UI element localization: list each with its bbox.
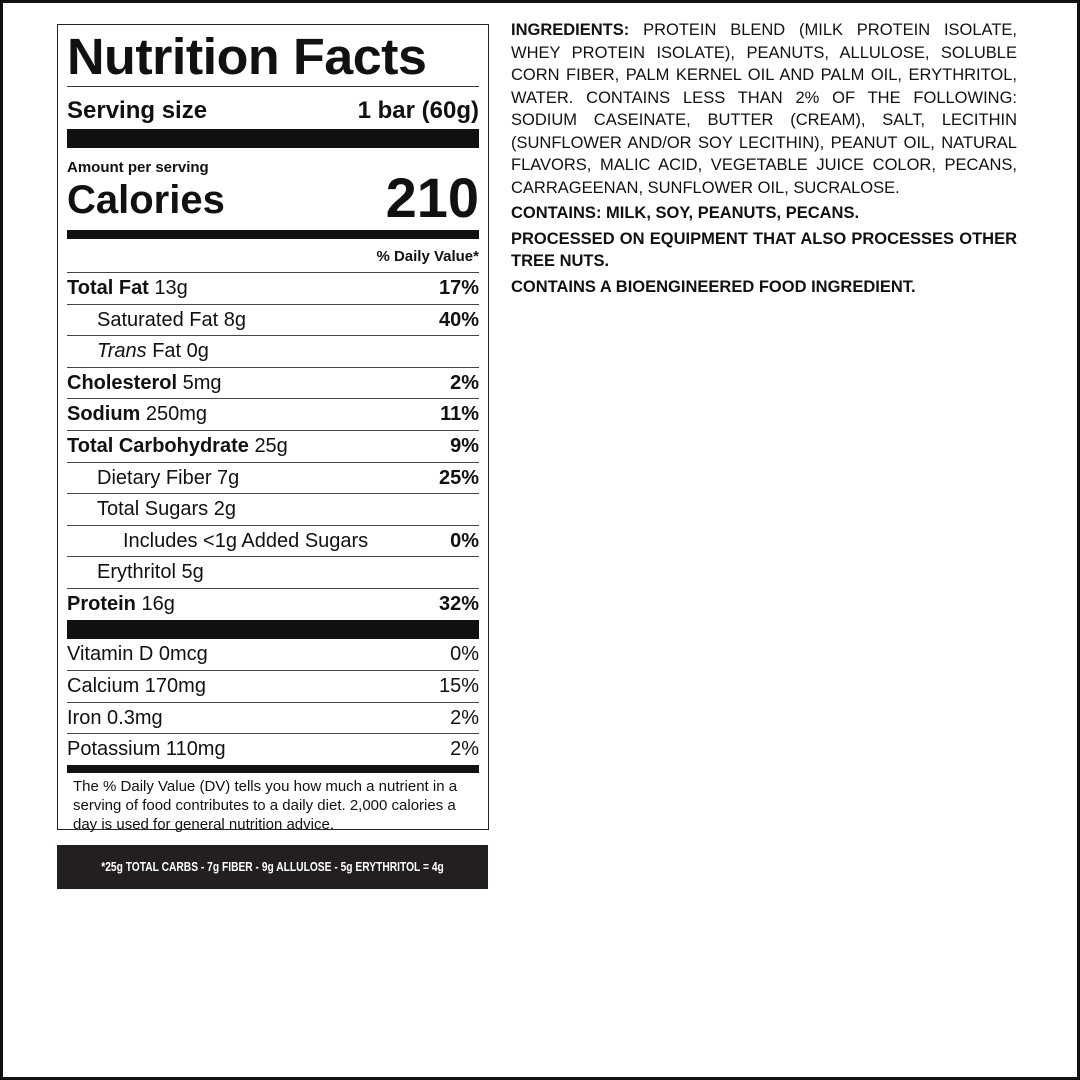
nutrient-name-italic: Trans [97, 340, 147, 363]
medium-divider [67, 764, 479, 773]
vitamin-daily-value: 0% [450, 642, 479, 665]
medium-divider [67, 230, 479, 239]
nutrient-name-text: Total Sugars [97, 498, 209, 521]
thick-divider [67, 619, 479, 639]
nutrient-row: Total Fat 13g 17% [67, 272, 479, 304]
nutrient-name-text: Sodium [67, 403, 141, 426]
nutrient-amount: 2g [213, 498, 236, 521]
nutrition-facts-panel: Nutrition Facts Serving size 1 bar (60g)… [57, 24, 489, 833]
nutrient-daily-value: 9% [450, 434, 479, 457]
allergen-statement: CONTAINS: MILK, SOY, PEANUTS, PECANS. [511, 204, 860, 222]
vitamin-daily-value: 2% [450, 706, 479, 729]
nutrient-name-suffix: Fat [152, 340, 182, 363]
nutrient-name-text: Cholesterol [67, 371, 178, 394]
nutrient-name: Total Carbohydrate 25g [67, 431, 288, 462]
nutrient-name: Cholesterol 5mg [67, 368, 222, 399]
vitamin-daily-value: 15% [438, 675, 479, 698]
vitamin-name: Potassium 110mg [67, 738, 226, 761]
serving-size-label: Serving size [67, 97, 208, 124]
ingredients-text: PROTEIN BLEND (MILK PROTEIN ISOLATE, WHE… [511, 21, 1017, 197]
daily-value-header: % Daily Value* [376, 248, 479, 265]
nutrient-row: Sodium 250mg 11% [67, 398, 479, 430]
ingredients-paragraph: INGREDIENTS: PROTEIN BLEND (MILK PROTEIN… [511, 19, 1017, 199]
vitamin-row: Iron 0.3mg 2% [67, 701, 479, 734]
nutrient-name: Includes <1g Added Sugars [67, 526, 368, 557]
nutrient-daily-value: 11% [440, 403, 479, 426]
nutrient-list: Total Fat 13g 17% Saturated Fat 8g 40% Trans… [67, 272, 479, 620]
ingredients-section: INGREDIENTS: PROTEIN BLEND (MILK PROTEIN… [511, 19, 1017, 301]
vitamin-list: Vitamin D 0mcg 0% Calcium 170mg 15% Iron 0.3… [67, 639, 479, 765]
nutrient-row: Cholesterol 5mg 2% [67, 366, 479, 399]
net-carbs-text: *25g TOTAL CARBS - 7g FIBER - 9g ALLULOS… [101, 860, 444, 918]
thick-divider [67, 129, 479, 148]
nutrient-amount: 0g [186, 340, 209, 363]
nutrient-daily-value: 17% [438, 277, 479, 299]
nutrient-name-text: Total Fat [67, 277, 149, 299]
nutrient-name-text: Protein [67, 592, 136, 615]
nutrient-name: Total Sugars 2g [67, 494, 236, 525]
nutrient-name-text: Saturated Fat [97, 308, 219, 331]
calories-value: 210 [385, 166, 479, 229]
nutrient-name: Saturated Fat 8g [67, 305, 246, 336]
nutrient-amount: 13g [154, 277, 188, 299]
nutrient-amount: 16g [141, 592, 175, 615]
vitamin-row: Calcium 170mg 15% [67, 670, 479, 702]
nutrient-row: Total Sugars 2g [67, 493, 479, 525]
vitamin-name: Calcium 170mg [67, 675, 206, 698]
panel-title: Nutrition Facts [67, 28, 427, 85]
amount-per-serving: Amount per serving [67, 159, 209, 176]
footnote: The % Daily Value (DV) tells you how muc… [73, 777, 458, 833]
nutrient-name-text: Includes <1g Added Sugars [123, 529, 369, 552]
nutrient-amount: 250mg [145, 403, 208, 426]
nutrient-amount: 25g [254, 434, 288, 457]
nutrient-name: Sodium 250mg [67, 399, 207, 430]
nutrient-name-text: Dietary Fiber [97, 466, 212, 489]
nutrient-name: Dietary Fiber 7g [67, 463, 239, 494]
bioengineered-statement: CONTAINS A BIOENGINEERED FOOD INGREDIENT… [511, 277, 916, 296]
vitamin-row: Vitamin D 0mcg 0% [67, 639, 479, 671]
nutrient-name: Protein 16g [67, 589, 175, 620]
serving-size-value: 1 bar (60g) [357, 97, 479, 124]
calories-row: Calories 210 [67, 170, 479, 226]
nutrient-amount: 5mg [182, 371, 222, 394]
nutrient-daily-value: 40% [438, 308, 479, 331]
nutrient-daily-value: 25% [438, 466, 479, 489]
vitamin-name: Vitamin D 0mcg [67, 642, 208, 665]
net-carbs-banner: *25g TOTAL CARBS - 7g FIBER - 9g ALLULOS… [57, 845, 488, 918]
nutrient-row: Includes <1g Added Sugars 0% [67, 524, 479, 557]
vitamin-daily-value: 2% [450, 738, 479, 761]
divider [67, 86, 479, 87]
nutrient-row: Protein 16g 32% [67, 587, 479, 620]
vitamin-name: Iron 0.3mg [67, 706, 163, 729]
serving-size-row: Serving size 1 bar (60g) [67, 87, 479, 129]
nutrient-row: Total Carbohydrate 25g 9% [67, 429, 479, 462]
nutrient-name-text: Total Carbohydrate [67, 434, 249, 457]
calories-label: Calories [67, 178, 225, 222]
processing-statement: PROCESSED ON EQUIPMENT THAT ALSO PROCESS… [511, 229, 1017, 271]
vitamin-row: Potassium 110mg 2% [67, 733, 479, 765]
nutrient-name: Erythritol 5g [67, 557, 204, 588]
nutrient-row: Erythritol 5g [67, 556, 479, 588]
nutrient-daily-value: 32% [438, 592, 479, 615]
nutrient-name-text: Erythritol [97, 561, 176, 584]
nutrient-daily-value: 0% [450, 529, 479, 552]
ingredients-label: INGREDIENTS: [511, 21, 630, 39]
nutrient-daily-value: 2% [450, 371, 479, 394]
nutrient-name: Total Fat 13g [67, 273, 188, 304]
nutrient-amount: 5g [181, 561, 204, 584]
nutrient-name: Trans Fat 0g [67, 336, 209, 367]
nutrient-row: Trans Fat 0g [67, 335, 479, 367]
nutrient-amount: 8g [223, 308, 246, 331]
nutrient-amount: 7g [217, 466, 240, 489]
nutrient-row: Saturated Fat 8g 40% [67, 303, 479, 336]
nutrient-row: Dietary Fiber 7g 25% [67, 461, 479, 494]
